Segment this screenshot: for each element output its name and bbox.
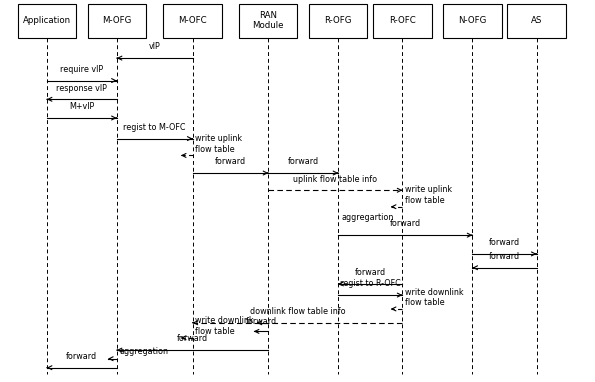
- Text: write downlink
flow table: write downlink flow table: [405, 288, 464, 307]
- Text: response vIP: response vIP: [57, 84, 107, 92]
- Text: M+vIP: M+vIP: [69, 102, 95, 111]
- Text: M-OFG: M-OFG: [102, 16, 131, 25]
- Text: forward: forward: [66, 352, 98, 361]
- Bar: [508, 4, 566, 37]
- Text: M-OFC: M-OFC: [178, 16, 207, 25]
- Bar: [309, 4, 368, 37]
- Text: require vIP: require vIP: [60, 65, 104, 74]
- Text: N-OFG: N-OFG: [458, 16, 487, 25]
- Text: RAN
Module: RAN Module: [253, 11, 284, 30]
- Text: uplink flow table info: uplink flow table info: [293, 175, 377, 183]
- Text: vIP: vIP: [149, 42, 161, 51]
- Bar: [18, 4, 76, 37]
- Text: forward: forward: [489, 252, 520, 261]
- Text: aggregation: aggregation: [120, 347, 168, 356]
- Text: aggregartion: aggregartion: [341, 213, 394, 222]
- Text: forward: forward: [390, 219, 421, 228]
- Text: write downlink
flow table: write downlink flow table: [195, 316, 254, 336]
- Text: forward: forward: [288, 157, 319, 166]
- Text: forward: forward: [177, 334, 208, 343]
- Bar: [443, 4, 502, 37]
- Text: forward: forward: [489, 238, 520, 247]
- Bar: [164, 4, 222, 37]
- Text: downlink flow table info: downlink flow table info: [250, 307, 345, 316]
- Text: forward: forward: [355, 268, 386, 277]
- Text: forward: forward: [215, 157, 246, 166]
- Text: forward: forward: [246, 317, 277, 326]
- Text: regist to R-OFC: regist to R-OFC: [340, 279, 401, 288]
- Bar: [373, 4, 431, 37]
- Bar: [239, 4, 298, 37]
- Bar: [87, 4, 146, 37]
- Text: write uplink
flow table: write uplink flow table: [405, 185, 453, 205]
- Text: write uplink
flow table: write uplink flow table: [195, 134, 243, 154]
- Text: AS: AS: [531, 16, 542, 25]
- Text: R-OFG: R-OFG: [324, 16, 352, 25]
- Text: Application: Application: [23, 16, 71, 25]
- Text: R-OFC: R-OFC: [389, 16, 416, 25]
- Text: regist to M-OFC: regist to M-OFC: [123, 123, 186, 132]
